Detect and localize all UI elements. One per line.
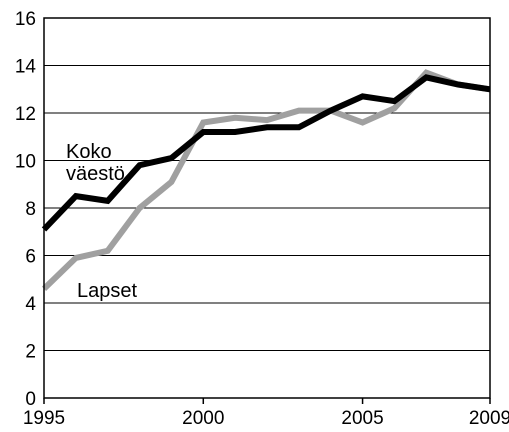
series-label-koko-vaesto-line1: Koko [66, 141, 112, 163]
y-tick-label: 2 [25, 342, 36, 363]
series-label-koko-vaesto-line2: väestö [66, 163, 125, 185]
x-tick-label: 2005 [341, 408, 383, 429]
y-tick-label: 6 [25, 247, 36, 268]
x-axis-tick-labels: 1995 2000 2005 2009 [23, 398, 509, 429]
y-tick-label: 16 [15, 9, 36, 30]
y-axis-tick-labels: 0 2 4 6 8 10 12 14 16 [15, 9, 37, 410]
plot-frame [43, 17, 491, 399]
x-tick-label: 1995 [23, 408, 65, 429]
x-tick-label: 2009 [469, 408, 509, 429]
series-lines [41, 69, 491, 291]
y-tick-label: 14 [15, 57, 37, 78]
y-tick-label: 0 [25, 389, 36, 410]
series-line-koko-vaesto [41, 74, 491, 232]
y-tick-label: 8 [25, 199, 36, 220]
y-tick-label: 10 [15, 152, 36, 173]
x-tick-label: 2000 [182, 408, 224, 429]
series-label-lapset: Lapset [77, 280, 137, 302]
y-tick-label: 4 [25, 294, 36, 315]
grid-lines [44, 65, 490, 351]
y-tick-label: 12 [15, 104, 36, 125]
